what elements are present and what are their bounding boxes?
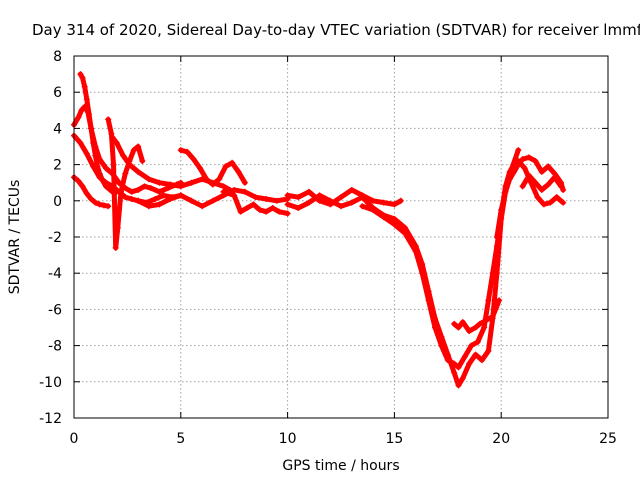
y-tick-label: -2 <box>48 230 62 246</box>
series-trace <box>285 187 404 207</box>
x-tick-label: 20 <box>492 431 510 447</box>
y-axis-label: SDTVAR / TECUs <box>7 180 23 295</box>
series-arc-m <box>451 297 503 335</box>
x-tick-label: 25 <box>599 431 617 447</box>
y-tick-label: -12 <box>39 411 62 427</box>
y-tick-label: 2 <box>53 158 62 174</box>
series-trace <box>71 174 111 209</box>
series-arc-l <box>359 161 518 371</box>
ticks-layer: 0 5 10 15 20 25 -12 -10 -8 -6 -4 -2 0 2 4 6 8 <box>39 49 617 447</box>
series-arc-p <box>519 172 565 193</box>
y-tick-label: -10 <box>39 375 62 391</box>
data-layer <box>71 71 567 389</box>
y-tick-label: -8 <box>48 339 62 355</box>
y-tick-label: 8 <box>53 49 62 65</box>
series-trace <box>285 147 521 388</box>
series-trace <box>520 173 564 193</box>
series-arc-g <box>177 147 248 188</box>
x-tick-label: 5 <box>176 431 185 447</box>
chart-title: Day 314 of 2020, Sidereal Day-to-day VTE… <box>32 21 640 39</box>
series-trace <box>451 297 502 334</box>
y-tick-label: 0 <box>53 194 62 210</box>
series-arc-h <box>135 186 291 210</box>
series-arc-j <box>284 186 404 208</box>
series-trace <box>105 116 145 251</box>
x-tick-label: 15 <box>385 431 403 447</box>
series-arc-k <box>284 147 522 389</box>
x-tick-label: 0 <box>70 431 79 447</box>
series-arc-i <box>220 188 291 217</box>
series-trace <box>178 147 248 187</box>
y-tick-label: 4 <box>53 121 62 137</box>
plot-frame <box>73 55 609 419</box>
series-arc-e <box>105 116 146 251</box>
y-tick-label: -6 <box>48 302 62 318</box>
grid-layer <box>74 56 608 418</box>
series-trace <box>509 158 566 207</box>
series-trace <box>359 162 517 370</box>
y-tick-label: -4 <box>48 266 62 282</box>
series-trace <box>135 187 291 209</box>
x-tick-label: 10 <box>279 431 297 447</box>
x-axis-label: GPS time / hours <box>282 458 399 474</box>
series-trace <box>221 189 291 216</box>
y-tick-label: 6 <box>53 85 62 101</box>
series-trace <box>494 154 566 240</box>
